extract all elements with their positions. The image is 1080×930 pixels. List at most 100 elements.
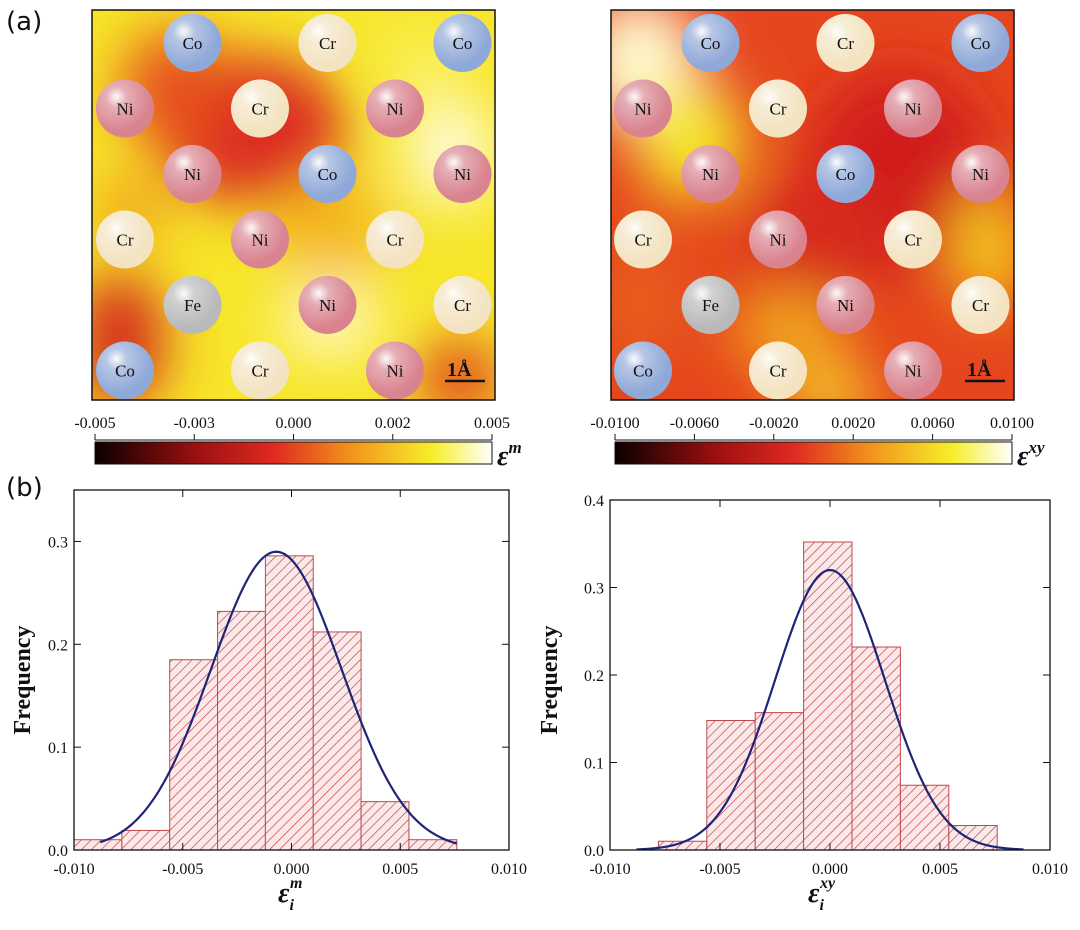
atom-label: Cr <box>252 100 269 119</box>
histogram-bar <box>312 631 362 851</box>
atom-label: Ni <box>184 165 201 184</box>
x-tick-label: 0.000 <box>274 861 310 878</box>
atom-cr: Cr <box>231 341 289 400</box>
atom-cr: Cr <box>884 210 942 269</box>
strain-map-xy: Co Cr Co Ni Cr Ni Ni Co Ni Cr Ni Cr Fe Ni Cr Co Cr Ni 1Å <box>610 9 1015 401</box>
atom-label: Ni <box>905 100 922 119</box>
atom-label: Cr <box>972 296 989 315</box>
histogram-bar <box>73 839 123 851</box>
atom-label: Ni <box>905 362 922 381</box>
colorbar-xy-gradient <box>614 441 1013 465</box>
atom-ni: Ni <box>366 79 424 138</box>
atom-ni: Ni <box>298 276 357 334</box>
colorbar-tick-label: -0.0020 <box>749 415 798 432</box>
histogram-xy-ylabel: Frequency <box>537 626 563 735</box>
atom-co: Co <box>681 14 740 72</box>
histogram-xy-xlabel: εixy <box>808 875 836 914</box>
x-tick-label: 0.010 <box>491 861 527 878</box>
x-tick-label: 0.005 <box>922 861 958 878</box>
colorbar-xy-label: εxy <box>1017 438 1045 472</box>
atom-label: Co <box>318 165 338 184</box>
colorbar-xy: -0.0100 -0.0060 -0.0020 0.0020 0.0060 0.0100 … <box>590 415 1045 472</box>
heatmap-m-background: Co Cr Co Ni Cr Ni Ni Co Ni Cr Ni Cr Fe Ni Cr Co Cr Ni <box>92 10 495 400</box>
colorbar-m-gradient <box>94 441 493 465</box>
colorbar-m-label: εm <box>497 438 522 472</box>
histogram-bar <box>948 825 998 851</box>
histogram-bar <box>121 829 171 851</box>
colorbar-tick-label: -0.005 <box>74 415 115 432</box>
atom-co: Co <box>433 14 492 72</box>
atom-label: Ni <box>635 100 652 119</box>
atom-ni: Ni <box>231 210 289 269</box>
atoms-m: Co Cr Co Ni Cr Ni Ni Co Ni Cr Ni Cr Fe Ni Cr Co Cr Ni <box>96 14 492 400</box>
atom-label: Ni <box>319 296 336 315</box>
x-tick-label: -0.005 <box>699 861 740 878</box>
x-tick-label: -0.010 <box>53 861 94 878</box>
atom-label: Cr <box>905 231 922 250</box>
colorbar-tick-label: 0.002 <box>375 415 411 432</box>
atom-label: Ni <box>702 165 719 184</box>
colorbar-tick-label: -0.003 <box>174 415 215 432</box>
colorbar-tick-label: 0.0020 <box>831 415 875 432</box>
atom-label: Cr <box>319 34 336 53</box>
atom-cr: Cr <box>298 14 357 72</box>
atom-ni: Ni <box>816 276 875 334</box>
atom-label: Cr <box>770 100 787 119</box>
atom-label: Cr <box>117 231 134 250</box>
colorbar-tick-label: -0.0060 <box>670 415 719 432</box>
histogram-bar <box>851 646 901 851</box>
histogram-bar <box>217 610 266 851</box>
y-tick-label: 0.3 <box>584 581 604 598</box>
atom-co: Co <box>163 14 222 72</box>
atoms-xy: Co Cr Co Ni Cr Ni Ni Co Ni Cr Ni Cr Fe Ni Cr Co Cr Ni <box>614 14 1010 400</box>
histogram-bar <box>264 555 314 851</box>
atom-cr: Cr <box>433 276 492 334</box>
colorbar-tick-label: -0.0100 <box>590 415 639 432</box>
histogram-m-xlabel: εim <box>278 875 302 914</box>
atom-label: Co <box>453 34 473 53</box>
histogram-bar <box>754 712 805 851</box>
atom-label: Co <box>971 34 991 53</box>
histogram-m-ylabel: Frequency <box>10 626 36 735</box>
atom-cr: Cr <box>366 210 424 269</box>
atom-label: Ni <box>117 100 134 119</box>
atom-cr: Cr <box>614 210 672 269</box>
atom-label: Ni <box>770 231 787 250</box>
atom-cr: Cr <box>749 79 807 138</box>
atom-ni: Ni <box>884 79 942 138</box>
y-tick-label: 0.2 <box>48 637 68 654</box>
y-tick-label: 0.2 <box>584 668 604 685</box>
atom-cr: Cr <box>816 14 875 72</box>
x-tick-label: 0.005 <box>382 861 418 878</box>
atom-ni: Ni <box>614 79 672 138</box>
atom-cr: Cr <box>951 276 1010 334</box>
colorbar-tick-label: 0.0100 <box>990 415 1034 432</box>
atom-ni: Ni <box>433 145 492 203</box>
atom-label: Cr <box>454 296 471 315</box>
atom-label: Ni <box>972 165 989 184</box>
atom-ni: Ni <box>366 341 424 400</box>
atom-ni: Ni <box>96 79 154 138</box>
atom-co: Co <box>951 14 1010 72</box>
atom-label: Cr <box>770 362 787 381</box>
colorbar-tick-label: 0.000 <box>276 415 312 432</box>
histogram-bar <box>803 541 853 851</box>
x-tick-label: 0.010 <box>1032 861 1068 878</box>
y-tick-label: 0.0 <box>584 843 604 860</box>
atom-label: Co <box>183 34 203 53</box>
panel-label-a: (a) <box>6 7 42 37</box>
atom-label: Cr <box>837 34 854 53</box>
atom-label: Cr <box>252 362 269 381</box>
histogram-xy: -0.010 -0.005 0.000 0.005 0.010 0.0 0.1 0.2 0.3 0… <box>584 493 1068 878</box>
colorbar-tick-label: 0.0060 <box>911 415 955 432</box>
atom-ni: Ni <box>681 145 740 203</box>
atom-cr: Cr <box>749 341 807 400</box>
colorbar-m: -0.005 -0.003 0.000 0.002 0.005 εm <box>74 415 521 472</box>
atom-label: Ni <box>387 100 404 119</box>
atom-label: Cr <box>635 231 652 250</box>
atom-label: Fe <box>702 296 719 315</box>
atom-label: Ni <box>454 165 471 184</box>
y-tick-label: 0.0 <box>48 843 68 860</box>
atom-label: Fe <box>184 296 201 315</box>
